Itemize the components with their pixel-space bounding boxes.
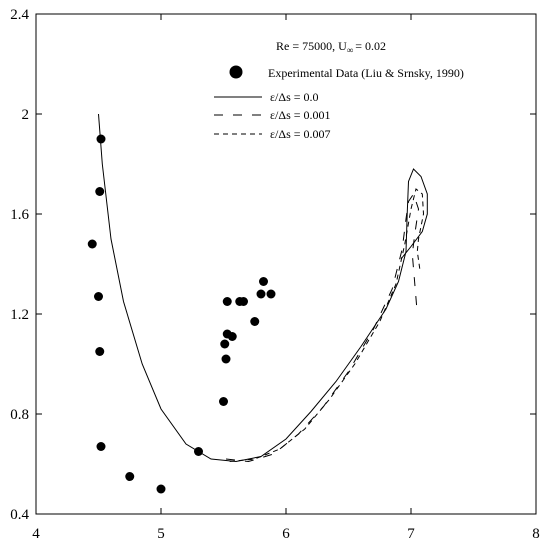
- experimental-data-point: [96, 442, 106, 451]
- experimental-data-point: [227, 332, 237, 341]
- legend-label-experimental: Experimental Data (Liu & Srnsky, 1990): [268, 66, 464, 80]
- legend-label-solid: ε/Δs = 0.0: [270, 90, 319, 104]
- legend: Re = 75000, U∞ = 0.02 Experimental Data (…: [214, 39, 464, 141]
- series-line-1: [98, 113, 428, 463]
- experimental-data-point: [96, 134, 106, 144]
- y-tick-label: 1.2: [10, 307, 29, 323]
- x-tick-label: 6: [282, 526, 290, 542]
- legend-marker-experimental: [229, 65, 243, 79]
- series-line-3: [229, 188, 425, 462]
- experimental-data-point: [221, 354, 231, 364]
- experimental-data-point: [250, 317, 260, 326]
- x-tick-label: 7: [407, 526, 415, 542]
- x-tick-label: 4: [32, 526, 40, 542]
- experimental-data-point: [95, 187, 105, 196]
- experimental-data-point: [94, 292, 103, 301]
- experimental-data-point: [256, 289, 266, 299]
- ticks-layer: 4 5 6 7 8 0.4 0.8 1.2 1.6 2 2.4: [10, 7, 540, 542]
- experimental-data-point: [219, 397, 228, 406]
- series-line-2: [225, 192, 420, 463]
- experimental-data-point: [220, 339, 230, 349]
- experimental-data-point: [95, 347, 105, 356]
- y-tick-label: 2.4: [10, 7, 29, 23]
- experimental-data-point: [239, 297, 248, 306]
- experimental-data-point: [266, 289, 276, 299]
- experimental-data-point: [259, 277, 268, 286]
- chart-title-tail: = 0.02: [355, 39, 386, 53]
- x-tick-label: 8: [532, 526, 540, 542]
- experimental-data-point: [156, 484, 166, 494]
- experimental-data-point: [87, 239, 97, 249]
- series-layer: [87, 113, 428, 494]
- y-tick-label: 0.8: [10, 407, 29, 423]
- y-tick-label: 0.4: [10, 507, 29, 523]
- legend-label-long-dash: ε/Δs = 0.001: [270, 108, 331, 122]
- x-tick-label: 5: [157, 526, 165, 542]
- y-tick-label: 2: [22, 107, 30, 123]
- y-tick-label: 1.6: [10, 207, 29, 223]
- chart-title: Re = 75000, U∞ = 0.02: [276, 39, 386, 55]
- experimental-data-point: [125, 472, 135, 481]
- legend-label-short-dash: ε/Δs = 0.007: [270, 127, 331, 141]
- chart-title-lead: Re = 75000, U: [276, 39, 347, 53]
- experimental-data-point: [222, 297, 232, 306]
- chart-title-subscript: ∞: [347, 45, 353, 55]
